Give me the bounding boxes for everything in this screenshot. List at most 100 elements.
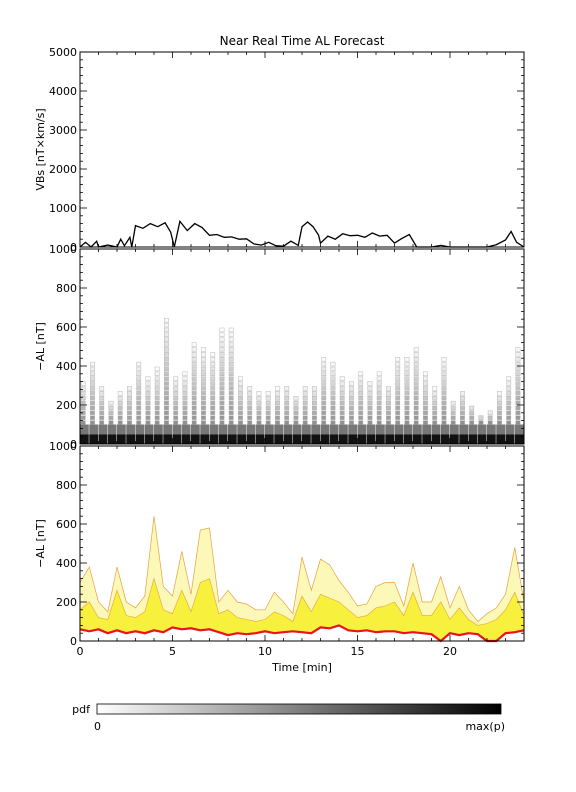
- pdf-cell: [173, 386, 179, 391]
- pdf-cell: [349, 410, 354, 415]
- pdf-cell: [395, 366, 401, 372]
- pdf-cell: [386, 405, 391, 411]
- pdf-column: [320, 357, 330, 444]
- pdf-cell: [413, 366, 419, 372]
- pdf-cell-mid: [274, 424, 284, 435]
- pdf-cell: [210, 386, 216, 391]
- pdf-cell: [321, 391, 327, 396]
- pdf-cell: [99, 400, 105, 406]
- pdf-cell: [330, 391, 336, 396]
- pdf-cell: [182, 405, 188, 411]
- pdf-cell: [358, 410, 364, 415]
- pdf-cell: [330, 376, 336, 381]
- pdf-cell: [349, 420, 354, 425]
- pdf-cell-dark: [255, 434, 265, 444]
- pdf-cell: [164, 322, 169, 328]
- pdf-cell: [506, 400, 512, 406]
- pdf-cell: [173, 400, 179, 406]
- y-tick-label: 800: [56, 282, 77, 295]
- pdf-cell: [219, 332, 225, 337]
- pdf-cell: [127, 405, 132, 411]
- pdf-cell-dark: [89, 434, 99, 444]
- pdf-cell: [432, 415, 438, 420]
- pdf-cell: [312, 420, 317, 425]
- pdf-cell: [506, 410, 512, 415]
- pdf-cell: [497, 405, 502, 411]
- x-tick-label: 20: [443, 645, 457, 658]
- pdf-cell-mid: [440, 424, 450, 435]
- panel-frame: [79, 51, 525, 248]
- pdf-cell: [413, 386, 419, 391]
- pdf-cell: [265, 391, 271, 396]
- pdf-cell: [432, 420, 438, 425]
- pdf-cell: [293, 415, 299, 420]
- pdf-cell: [367, 400, 373, 406]
- pdf-cell: [376, 400, 382, 406]
- pdf-cell: [413, 347, 419, 352]
- pdf-column: [459, 391, 469, 444]
- pdf-column: [154, 366, 163, 444]
- pdf-cell: [312, 396, 317, 401]
- pdf-cell: [367, 391, 373, 396]
- pdf-cell: [99, 405, 105, 411]
- pdf-cell: [413, 357, 419, 362]
- y-tick-label: 2000: [49, 163, 77, 176]
- pdf-cell: [515, 347, 521, 352]
- pdf-cell: [284, 391, 290, 396]
- x-tick-label: 5: [169, 645, 176, 658]
- pdf-cell: [164, 318, 169, 323]
- pdf-cell: [90, 376, 95, 381]
- pdf-cell: [515, 396, 521, 401]
- pdf-cell: [321, 415, 327, 420]
- pdf-cell: [136, 381, 142, 386]
- pdf-cell: [238, 415, 243, 420]
- pdf-cell: [339, 391, 345, 396]
- pdf-cell: [413, 420, 419, 425]
- pdf-cell: [469, 415, 475, 420]
- pdf-cell: [219, 415, 225, 420]
- pdf-column: [265, 391, 274, 444]
- pdf-cell: [423, 376, 428, 381]
- pdf-column: [440, 357, 450, 444]
- pdf-cell: [497, 420, 502, 425]
- pdf-column: [237, 376, 247, 444]
- pdf-column: [394, 357, 404, 444]
- pdf-cell: [164, 420, 169, 425]
- pdf-column: [80, 381, 89, 444]
- pdf-cell: [99, 420, 105, 425]
- pdf-cell: [450, 400, 456, 406]
- pdf-cell: [312, 410, 317, 415]
- pdf-cell: [376, 420, 382, 425]
- pdf-cell-dark: [200, 434, 210, 444]
- pdf-cell-dark: [357, 434, 367, 444]
- pdf-cell: [154, 396, 160, 401]
- pdf-cell: [191, 381, 197, 386]
- pdf-cell: [395, 420, 401, 425]
- pdf-cell: [386, 396, 391, 401]
- pdf-cell: [80, 405, 86, 411]
- pdf-cell: [136, 405, 142, 411]
- pdf-cell: [201, 366, 206, 372]
- pdf-cell-dark: [163, 434, 173, 444]
- pdf-cell: [358, 415, 364, 420]
- pdf-cell: [173, 420, 179, 425]
- pdf-cell: [247, 420, 253, 425]
- pdf-cell: [404, 381, 410, 386]
- pdf-cell: [386, 410, 391, 415]
- pdf-cell: [136, 361, 142, 367]
- pdf-cell: [182, 391, 188, 396]
- pdf-column: [413, 347, 422, 444]
- pdf-cell: [330, 405, 336, 411]
- pdf-cell: [358, 381, 364, 386]
- pdf-cell: [228, 396, 234, 401]
- colorbar-max-label: max(p): [465, 720, 505, 733]
- pdf-cell: [339, 405, 345, 411]
- pdf-cell: [238, 405, 243, 411]
- pdf-cell: [173, 381, 179, 386]
- pdf-cell: [256, 415, 262, 420]
- pdf-cell: [256, 410, 262, 415]
- pdf-cell-dark: [98, 434, 108, 444]
- pdf-cell: [515, 405, 521, 411]
- pdf-cell: [201, 410, 206, 415]
- pdf-cell-mid: [514, 424, 524, 435]
